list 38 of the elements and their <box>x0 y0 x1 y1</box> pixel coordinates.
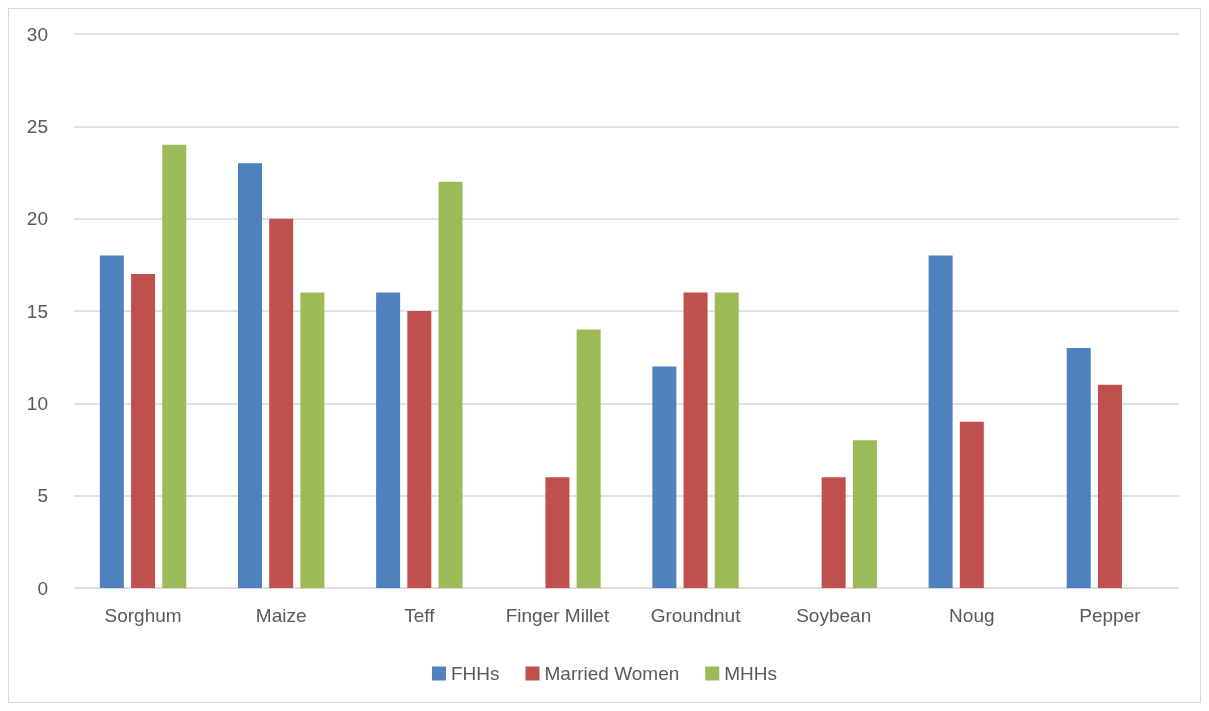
bar <box>376 292 401 588</box>
bar <box>683 292 708 588</box>
bar <box>300 292 325 588</box>
x-tick-label: Noug <box>949 605 995 626</box>
y-tick-label: 0 <box>37 577 48 599</box>
bar <box>1097 384 1122 588</box>
bar <box>438 181 463 588</box>
bar <box>928 255 953 588</box>
bar <box>131 274 156 588</box>
y-tick-label: 20 <box>26 208 48 230</box>
bar <box>269 218 294 588</box>
bar <box>162 144 187 588</box>
x-tick-label: Teff <box>404 605 436 626</box>
bar <box>237 163 262 588</box>
x-tick-label: Soybean <box>796 605 872 626</box>
bar <box>407 311 432 588</box>
bar <box>545 477 570 588</box>
y-tick-label: 25 <box>26 115 48 137</box>
bar <box>852 440 877 588</box>
bar <box>652 366 677 588</box>
x-tick-label: Finger Millet <box>505 605 610 626</box>
bar <box>99 255 124 588</box>
y-tick-label: 5 <box>37 485 48 507</box>
x-tick-label: Groundnut <box>650 605 742 626</box>
bar <box>1066 347 1091 588</box>
bar <box>959 421 984 588</box>
legend-label: FHHs <box>450 663 500 684</box>
x-tick-label: Maize <box>255 605 307 626</box>
bar <box>714 292 739 588</box>
y-tick-label: 30 <box>26 23 48 45</box>
legend-label: MHHs <box>724 663 778 684</box>
legend-label: Married Women <box>544 663 680 684</box>
x-tick-label: Pepper <box>1079 605 1142 626</box>
y-tick-label: 10 <box>26 392 48 414</box>
x-tick-label: Sorghum <box>104 605 182 626</box>
y-tick-label: 15 <box>26 300 48 322</box>
bar <box>576 329 601 588</box>
bar <box>821 477 846 588</box>
